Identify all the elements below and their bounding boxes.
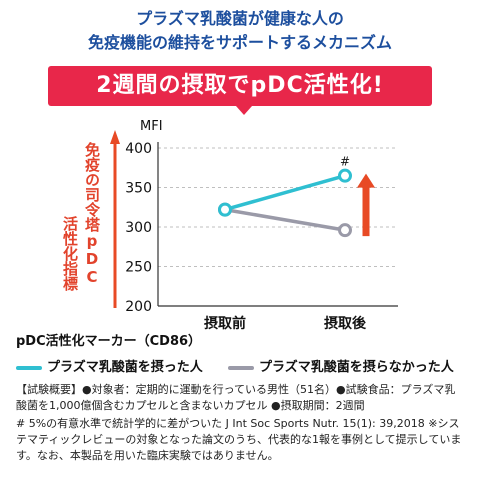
x-tick-label: 摂取前 bbox=[204, 315, 246, 332]
side-up-arrow bbox=[110, 130, 120, 308]
data-point bbox=[218, 202, 232, 217]
banner-pointer bbox=[236, 106, 252, 115]
side-label-indicator: 活性化指標 bbox=[61, 216, 79, 291]
side-label-pdc: 免疫の司令塔pDC bbox=[83, 142, 101, 286]
y-tick-label: 250 bbox=[125, 260, 152, 276]
legend-item-with: プラズマ乳酸菌を摂った人 bbox=[16, 356, 203, 375]
increase-arrow bbox=[357, 173, 375, 237]
data-point bbox=[338, 168, 352, 183]
legend-swatch-with bbox=[16, 365, 42, 370]
heading-line2: 免疫機能の維持をサポートするメカニズム bbox=[87, 33, 392, 52]
series-line bbox=[224, 207, 346, 232]
footnote: # 5%の有意水準で統計学的に差がついた J Int Soc Sports Nu… bbox=[16, 417, 462, 462]
legend-swatch-without bbox=[228, 365, 254, 370]
heading-line1: プラズマ乳酸菌が健康な人の bbox=[136, 9, 344, 28]
x-axis-title: pDC活性化マーカー（CD86） bbox=[16, 334, 202, 349]
y-tick-label: 350 bbox=[125, 181, 152, 197]
legend-label-with: プラズマ乳酸菌を摂った人 bbox=[47, 360, 203, 375]
y-tick-label: 200 bbox=[125, 299, 152, 315]
y-tick-label: 400 bbox=[125, 141, 152, 157]
y-axis-label: MFI bbox=[140, 119, 163, 134]
x-tick-label: 摂取後 bbox=[324, 315, 367, 332]
legend-label-without: プラズマ乳酸菌を摂らなかった人 bbox=[259, 360, 454, 375]
y-tick-label: 300 bbox=[125, 220, 152, 236]
banner-title: 2週間の摂取でpDC活性化! bbox=[48, 66, 432, 106]
legend-item-without: プラズマ乳酸菌を摂らなかった人 bbox=[228, 356, 454, 375]
study-overview: 【試験概要】●対象者：定期的に運動を行っている男性（51名）●試験食品：プラズマ… bbox=[16, 383, 456, 412]
significance-marker: # bbox=[340, 155, 350, 169]
data-point bbox=[338, 223, 352, 238]
series-line bbox=[224, 173, 346, 212]
